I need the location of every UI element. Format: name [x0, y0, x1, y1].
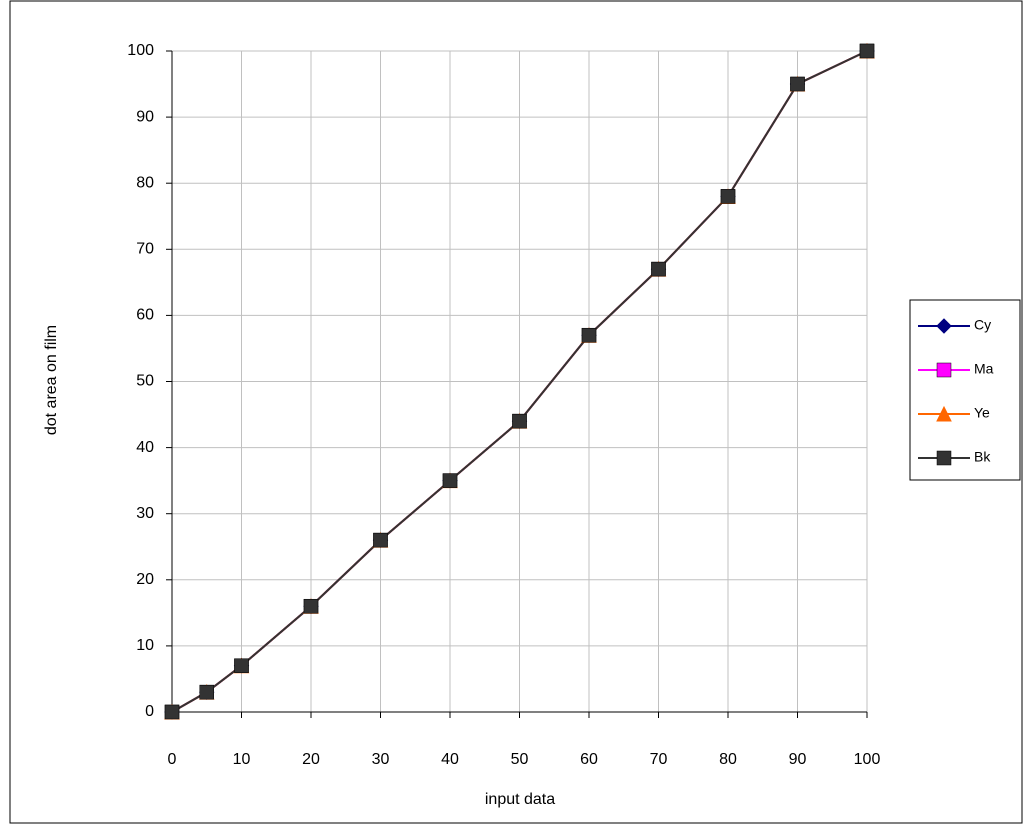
x-tick-label: 100: [854, 751, 881, 768]
data-point: [303, 598, 319, 614]
data-point: [442, 473, 458, 488]
x-tick-label: 20: [302, 751, 320, 768]
y-tick-label: 90: [136, 108, 154, 125]
legend-swatch: [936, 450, 952, 466]
y-axis-title: dot area on film: [43, 325, 60, 435]
data-point: [581, 327, 597, 343]
y-tick-label: 30: [136, 505, 154, 522]
legend-label: Bk: [974, 449, 991, 465]
legend-label: Ye: [974, 405, 990, 421]
y-tick-label: 10: [136, 637, 154, 654]
data-point: [199, 684, 214, 700]
x-tick-label: 30: [372, 751, 390, 768]
x-axis-title: input data: [485, 791, 555, 808]
data-point: [373, 532, 388, 548]
x-tick-label: 0: [168, 751, 177, 768]
x-tick-label: 50: [511, 751, 529, 768]
x-tick-label: 10: [233, 751, 251, 768]
data-point: [164, 704, 180, 720]
x-tick-label: 40: [441, 751, 459, 768]
y-tick-label: 70: [136, 241, 154, 258]
y-tick-label: 20: [136, 571, 154, 588]
x-tick-label: 90: [789, 751, 807, 768]
y-tick-label: 80: [136, 174, 154, 191]
x-tick-label: 80: [719, 751, 737, 768]
data-point: [234, 658, 249, 673]
legend-label: Ma: [974, 361, 994, 377]
legend-box: [909, 299, 1021, 481]
data-point: [512, 413, 527, 429]
chart-frame: [9, 0, 1023, 824]
data-point: [790, 76, 805, 92]
legend-swatch: [936, 362, 952, 378]
y-tick-label: 50: [136, 373, 154, 390]
y-tick-label: 100: [127, 42, 154, 59]
y-tick-label: 0: [145, 703, 154, 720]
legend-swatch: [936, 405, 952, 422]
x-tick-label: 60: [580, 751, 598, 768]
data-point: [859, 43, 875, 59]
y-tick-label: 60: [136, 307, 154, 324]
legend-swatch: [936, 318, 952, 334]
y-tick-label: 40: [136, 439, 154, 456]
data-point: [720, 189, 736, 204]
x-tick-label: 70: [650, 751, 668, 768]
data-point: [651, 261, 666, 277]
legend-label: Cy: [974, 317, 991, 333]
